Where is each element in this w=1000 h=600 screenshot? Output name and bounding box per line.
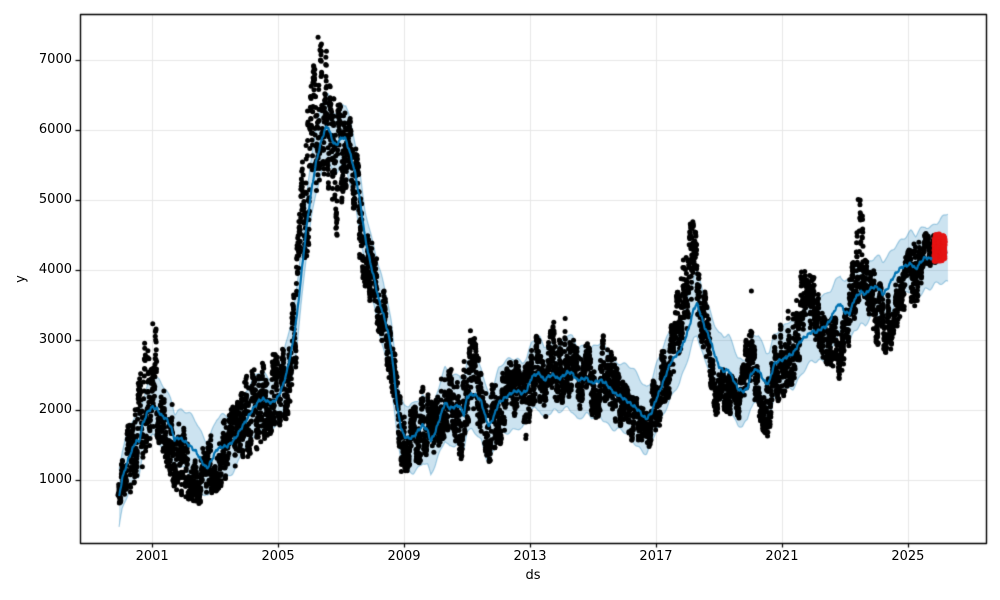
y-tick-label-5000: 5000	[38, 192, 72, 208]
y-tick-label-7000: 7000	[38, 52, 72, 68]
x-tick-label-2021: 2021	[765, 549, 799, 564]
y-tick-label-3000: 3000	[38, 331, 72, 347]
x-tick-label-2005: 2005	[261, 549, 295, 564]
x-tick-label-2025: 2025	[891, 549, 925, 564]
y-tick-label-6000: 6000	[38, 122, 72, 138]
x-tick-label-2013: 2013	[513, 549, 547, 564]
x-tick-label-2017: 2017	[639, 549, 673, 564]
x-axis-label: ds	[525, 568, 541, 583]
x-tick-label-2009: 2009	[387, 549, 421, 564]
y-tick-label-1000: 1000	[38, 471, 72, 487]
y-tick-label-4000: 4000	[38, 261, 72, 277]
x-tick-label-2001: 2001	[135, 549, 169, 564]
y-tick-label-2000: 2000	[38, 401, 72, 417]
